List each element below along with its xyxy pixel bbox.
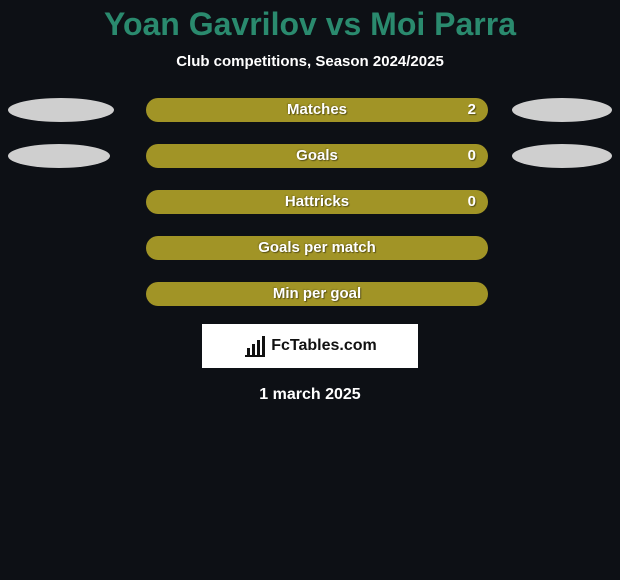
stat-row: Goals per match	[8, 236, 612, 260]
right-ellipse	[512, 144, 612, 168]
stat-bar: Hattricks 0	[146, 190, 488, 214]
stat-bar: Goals 0	[146, 144, 488, 168]
date-text: 1 march 2025	[0, 368, 620, 404]
page-title: Yoan Gavrilov vs Moi Parra	[0, 0, 620, 47]
stat-row: Matches 2	[8, 98, 612, 122]
stat-rows: Matches 2 Goals 0 Hattricks 0	[0, 98, 620, 306]
left-ellipse	[8, 98, 114, 122]
stat-row: Min per goal	[8, 282, 612, 306]
stat-label: Goals	[146, 144, 488, 168]
stat-bar: Goals per match	[146, 236, 488, 260]
right-ellipse	[512, 98, 612, 122]
stat-value: 2	[468, 98, 476, 122]
left-ellipse	[8, 144, 110, 168]
stat-value: 0	[468, 144, 476, 168]
stat-label: Matches	[146, 98, 488, 122]
stat-row: Hattricks 0	[8, 190, 612, 214]
brand-box: FcTables.com	[202, 324, 418, 368]
stat-label: Min per goal	[146, 282, 488, 306]
page-subtitle: Club competitions, Season 2024/2025	[0, 47, 620, 98]
stat-bar: Matches 2	[146, 98, 488, 122]
infographic-root: Yoan Gavrilov vs Moi Parra Club competit…	[0, 0, 620, 404]
bar-chart-icon	[243, 334, 267, 358]
stat-label: Hattricks	[146, 190, 488, 214]
stat-value: 0	[468, 190, 476, 214]
stat-row: Goals 0	[8, 144, 612, 168]
brand-text: FcTables.com	[271, 337, 377, 355]
stat-bar: Min per goal	[146, 282, 488, 306]
stat-label: Goals per match	[146, 236, 488, 260]
